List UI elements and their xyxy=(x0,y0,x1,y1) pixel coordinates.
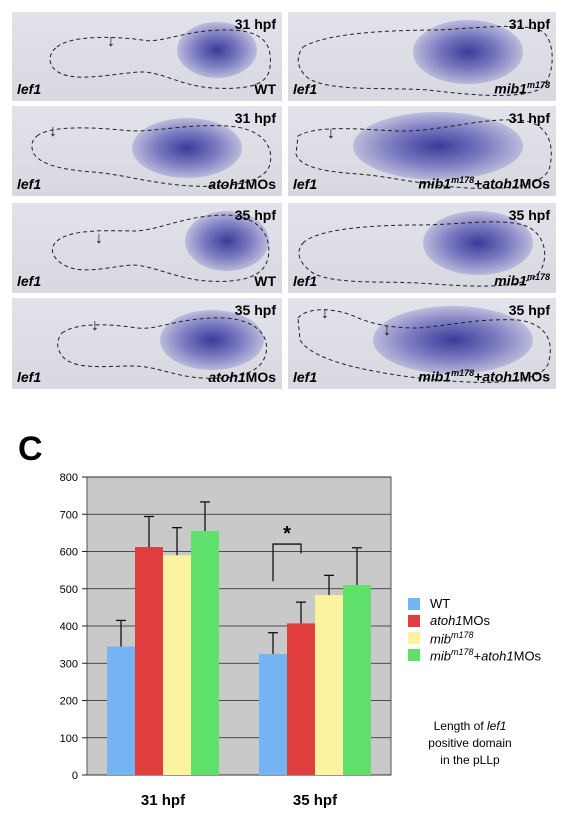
bar xyxy=(107,646,135,775)
legend-swatch xyxy=(408,632,420,645)
time-label: 31 hpf xyxy=(234,110,276,126)
note-line-1: Length of lef1 xyxy=(433,719,507,733)
arrow-down-icon: ↓ xyxy=(327,125,335,142)
bar-chart: 0 100 200 300 400 500 600 700 800 31 hpf 35 hpf * xyxy=(60,472,392,809)
gene-label: lef1 xyxy=(293,176,318,192)
micrograph-b2: 35 hpf lef1 mib1m178 xyxy=(288,203,556,293)
primordium-outline xyxy=(57,317,268,379)
y-tick-label: 100 xyxy=(60,733,78,745)
micrograph-a1: ↓ 31 hpf lef1 WT xyxy=(12,12,282,101)
legend-label: WT xyxy=(430,596,451,611)
arrow-down-icon: ↓ xyxy=(95,230,103,247)
micrograph-a2: 31 hpf lef1 mib1m178 xyxy=(288,12,556,101)
stained-domain xyxy=(160,310,264,370)
legend-swatch xyxy=(408,614,420,627)
arrow-down-icon: ↓ xyxy=(107,33,115,50)
legend-swatch xyxy=(408,597,420,610)
arrow-down-icon: ↓ xyxy=(91,317,99,334)
legend-label: mibm178+atoh1MOs xyxy=(430,647,542,664)
significance-bracket xyxy=(272,543,302,582)
y-tick-label: 200 xyxy=(60,696,78,708)
arrow-down-icon: ↓ xyxy=(383,322,391,339)
arrow-down-icon: ↓ xyxy=(49,123,57,140)
time-label: 31 hpf xyxy=(508,110,550,126)
bar xyxy=(191,531,219,775)
legend-item: mibm178+atoh1MOs xyxy=(408,647,541,663)
legend-label: mibm178 xyxy=(430,630,474,647)
x-category-label: 35 hpf xyxy=(293,792,338,809)
stained-domain xyxy=(353,112,523,180)
bar xyxy=(343,585,371,775)
micrograph-b1: ↓ 35 hpf lef1 WT xyxy=(12,203,282,293)
micrograph-b4: ↓ ↓ 35 hpf lef1 mib1m178+atoh1MOs xyxy=(288,298,556,389)
gene-label: lef1 xyxy=(293,369,318,385)
primordium-outline xyxy=(31,125,272,187)
y-tick-label: 400 xyxy=(60,621,78,633)
stained-domain xyxy=(413,20,523,84)
chart-note: Length of lef1 positive domain in the pL… xyxy=(405,718,535,769)
note-line-2: positive domain xyxy=(428,736,512,750)
y-tick-label: 300 xyxy=(60,658,78,670)
bar xyxy=(135,547,163,775)
x-category-label: 31 hpf xyxy=(141,792,186,809)
gene-label: lef1 xyxy=(17,176,42,192)
time-label: 35 hpf xyxy=(508,302,550,318)
bar xyxy=(163,555,191,775)
condition-label: atoh1MOs xyxy=(208,176,276,192)
stained-domain xyxy=(132,118,242,178)
primordium-outline xyxy=(298,221,546,287)
micrograph-a3: ↓ 31 hpf lef1 atoh1MOs xyxy=(12,106,282,196)
gene-label: lef1 xyxy=(293,273,318,289)
panel-letter-c: C xyxy=(18,430,43,468)
gene-label: lef1 xyxy=(293,81,318,97)
time-label: 31 hpf xyxy=(234,16,276,32)
bar xyxy=(287,623,315,775)
primordium-outline xyxy=(49,29,271,89)
legend-item: mibm178 xyxy=(408,630,473,646)
note-line-3: in the pLLp xyxy=(440,753,500,767)
condition-label: atoh1MOs xyxy=(208,369,276,385)
condition-label: WT xyxy=(254,81,276,97)
legend-item: WT xyxy=(408,596,450,611)
condition-label: WT xyxy=(254,273,276,289)
micrograph-b3: ↓ 35 hpf lef1 atoh1MOs xyxy=(12,298,282,389)
primordium-outline xyxy=(297,309,551,383)
legend-swatch xyxy=(408,649,420,662)
condition-label: mib1m178+atoh1MOs xyxy=(418,368,550,385)
y-tick-label: 500 xyxy=(60,584,78,596)
micrograph-a4: ↓ 31 hpf lef1 mib1m178+atoh1MOs xyxy=(288,106,556,196)
gene-label: lef1 xyxy=(17,81,42,97)
stained-domain xyxy=(185,211,269,271)
legend-label: atoh1MOs xyxy=(430,613,490,628)
time-label: 35 hpf xyxy=(234,207,276,223)
condition-label: mib1m178 xyxy=(494,80,550,97)
primordium-outline xyxy=(51,214,270,282)
arrow-down-icon: ↓ xyxy=(321,305,329,322)
significance-star: * xyxy=(283,523,291,545)
stained-domain xyxy=(423,211,533,275)
time-label: 31 hpf xyxy=(508,16,550,32)
y-tick-label: 800 xyxy=(60,472,78,484)
time-label: 35 hpf xyxy=(508,207,550,223)
gene-label: lef1 xyxy=(17,273,42,289)
time-label: 35 hpf xyxy=(234,302,276,318)
bar xyxy=(315,595,343,775)
y-tick-label: 600 xyxy=(60,547,78,559)
stained-domain xyxy=(373,306,533,374)
primordium-outline xyxy=(295,119,552,189)
condition-label: mib1m178 xyxy=(494,272,550,289)
y-tick-label: 700 xyxy=(60,509,78,521)
legend-item: atoh1MOs xyxy=(408,613,490,628)
condition-label: mib1m178+atoh1MOs xyxy=(418,175,550,192)
y-tick-label: 0 xyxy=(72,770,78,782)
bar xyxy=(259,653,287,775)
gene-label: lef1 xyxy=(17,369,42,385)
